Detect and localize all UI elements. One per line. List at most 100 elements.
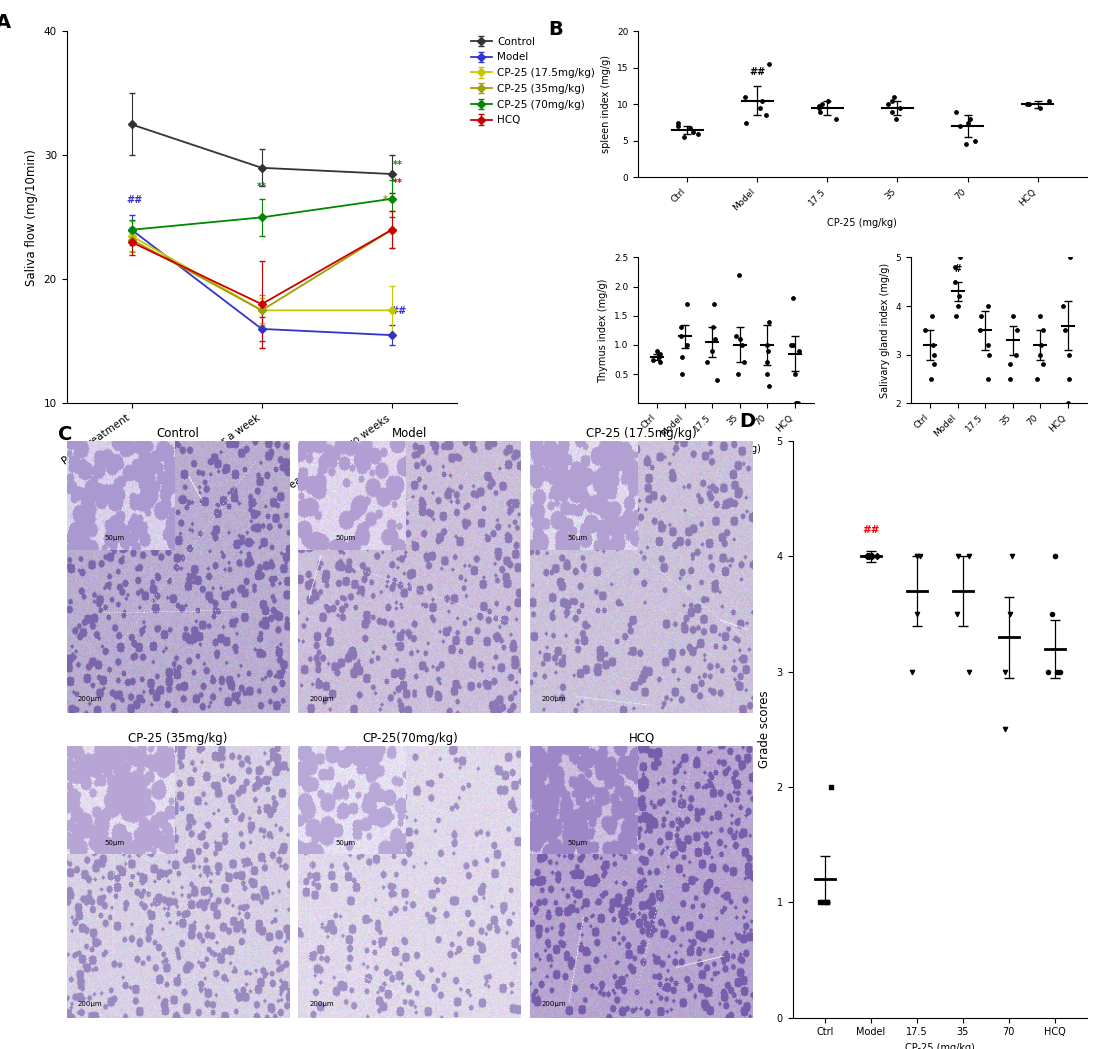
Point: [922, 370, 939, 387]
Point: [820, 92, 837, 109]
Point: [673, 366, 691, 383]
Point: [1032, 337, 1050, 354]
Point: [947, 103, 965, 120]
Point: [699, 355, 716, 371]
Text: 200μm: 200μm: [541, 1001, 566, 1007]
X-axis label: CP-25 (mg/kg): CP-25 (mg/kg): [905, 1043, 975, 1049]
Point: [814, 894, 832, 911]
Title: HCQ: HCQ: [629, 731, 655, 745]
Point: [760, 378, 777, 394]
Text: *: *: [383, 194, 388, 205]
Text: ##: ##: [862, 526, 879, 535]
Point: [1031, 100, 1049, 116]
Point: [814, 95, 832, 112]
Point: [950, 288, 968, 305]
Point: [1042, 605, 1060, 622]
Point: [811, 100, 828, 116]
Point: [979, 346, 997, 363]
Point: [728, 328, 745, 345]
Point: [946, 259, 964, 276]
Text: A: A: [0, 13, 11, 31]
Point: [912, 548, 929, 564]
Point: [673, 328, 691, 345]
Point: [1001, 605, 1019, 622]
Point: [949, 298, 967, 315]
Point: [1020, 95, 1038, 112]
Point: [973, 307, 990, 324]
Point: [996, 721, 1014, 737]
Point: [884, 92, 902, 109]
Point: [784, 337, 802, 354]
Point: [757, 107, 775, 124]
Text: ##: ##: [749, 67, 765, 78]
Y-axis label: Saliva flow (mg/10min): Saliva flow (mg/10min): [26, 149, 38, 285]
Point: [811, 98, 828, 114]
Point: [923, 307, 940, 324]
Text: ##: ##: [126, 194, 142, 205]
Title: CP-25 (17.5mg/kg): CP-25 (17.5mg/kg): [587, 427, 698, 440]
Point: [868, 548, 886, 564]
Text: **: **: [394, 159, 404, 170]
Title: Control: Control: [156, 427, 200, 440]
Point: [650, 348, 668, 365]
Point: [729, 366, 746, 383]
Point: [811, 894, 828, 911]
Point: [1005, 307, 1022, 324]
Point: [788, 394, 806, 411]
Point: [1003, 548, 1020, 564]
Point: [670, 114, 688, 131]
Point: [817, 894, 835, 911]
Point: [1031, 346, 1049, 363]
Point: [925, 356, 943, 372]
Point: [690, 125, 708, 142]
Point: [979, 337, 997, 354]
Point: [760, 314, 777, 330]
Point: [978, 298, 996, 315]
Point: [1047, 548, 1065, 564]
Title: Model: Model: [393, 427, 428, 440]
Point: [751, 100, 769, 116]
Point: [651, 355, 669, 371]
Point: [705, 296, 723, 313]
Legend: Control, Model, CP-25 (17.5mg/kg), CP-25 (35mg/kg), CP-25 (70mg/kg), HCQ: Control, Model, CP-25 (17.5mg/kg), CP-25…: [471, 37, 594, 125]
Point: [1048, 663, 1066, 680]
Point: [787, 394, 805, 411]
Point: [643, 351, 661, 368]
Point: [949, 548, 967, 564]
Text: 200μm: 200μm: [309, 697, 334, 702]
Point: [979, 370, 997, 387]
Point: [818, 894, 836, 911]
X-axis label: CP-25 (mg/kg): CP-25 (mg/kg): [827, 218, 897, 229]
Point: [908, 605, 926, 622]
Point: [679, 337, 696, 354]
Point: [703, 342, 721, 359]
Point: [952, 117, 969, 134]
Point: [959, 663, 977, 680]
Point: [863, 548, 881, 564]
Point: [761, 56, 779, 72]
Point: [678, 296, 695, 313]
Point: [757, 355, 775, 371]
Text: **: **: [394, 178, 404, 189]
Point: [1030, 307, 1048, 324]
Point: [706, 330, 724, 347]
Point: [861, 548, 878, 564]
Point: [887, 110, 905, 127]
Point: [827, 110, 845, 127]
Text: 200μm: 200μm: [78, 1001, 102, 1007]
Point: [966, 132, 984, 149]
Point: [925, 346, 943, 363]
Point: [1008, 322, 1026, 339]
Point: [759, 337, 776, 354]
Text: **: **: [256, 183, 266, 192]
Point: [731, 330, 749, 347]
Text: #: #: [954, 264, 962, 274]
Point: [885, 89, 903, 106]
Point: [1051, 663, 1069, 680]
Point: [790, 342, 807, 359]
Point: [649, 342, 667, 359]
Point: [822, 778, 840, 795]
Text: C: C: [58, 425, 72, 444]
Point: [786, 366, 804, 383]
Point: [879, 95, 897, 112]
